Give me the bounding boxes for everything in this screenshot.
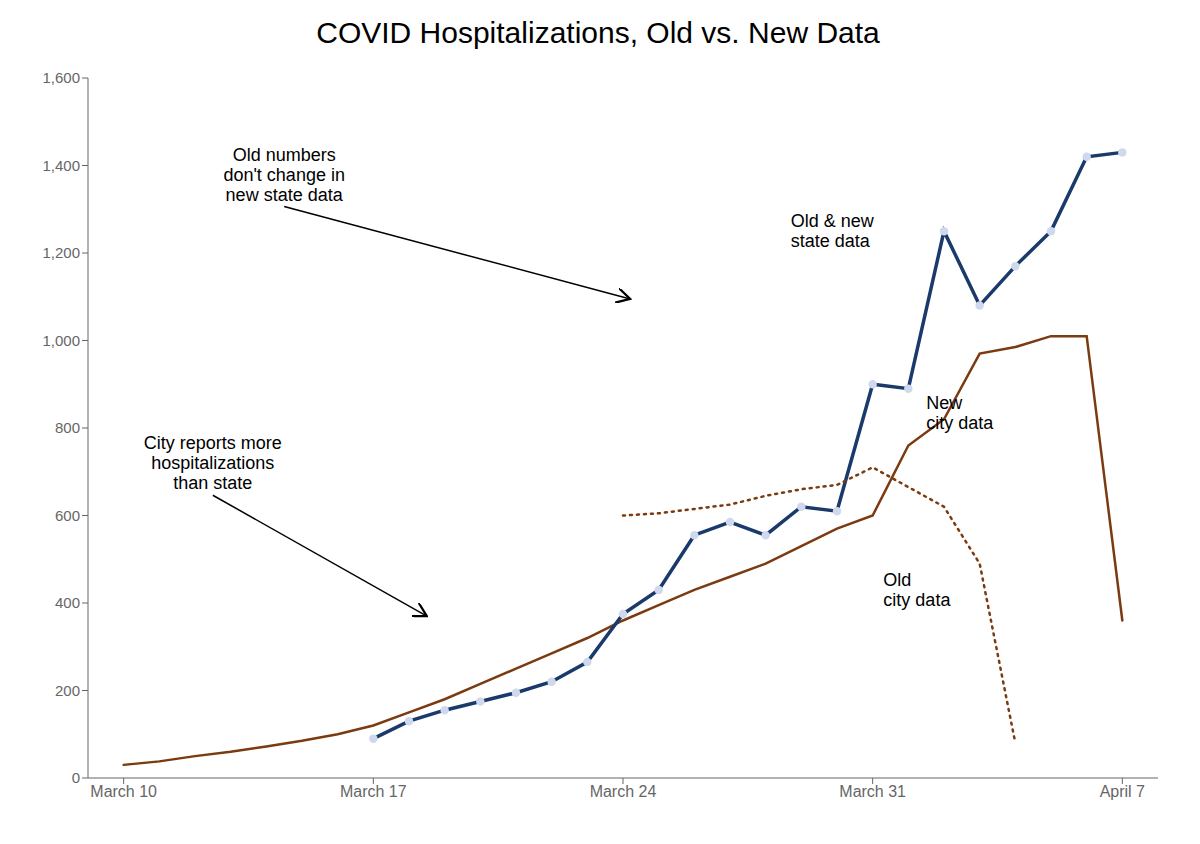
svg-text:400: 400: [55, 594, 80, 611]
svg-text:1,600: 1,600: [42, 69, 80, 86]
svg-text:Oldcity data: Oldcity data: [883, 570, 951, 610]
svg-text:0: 0: [72, 769, 80, 786]
svg-text:1,000: 1,000: [42, 332, 80, 349]
svg-text:1,400: 1,400: [42, 157, 80, 174]
svg-text:600: 600: [55, 507, 80, 524]
svg-text:March 10: March 10: [90, 783, 157, 800]
svg-text:800: 800: [55, 419, 80, 436]
svg-text:200: 200: [55, 682, 80, 699]
svg-text:City reports morehospitalizati: City reports morehospitalizationsthan st…: [144, 433, 282, 493]
svg-text:March 31: March 31: [839, 783, 906, 800]
svg-text:April 7: April 7: [1100, 783, 1145, 800]
svg-text:March 24: March 24: [590, 783, 657, 800]
html-text:COVID Hospitalizations, Old vs: COVID Hospitalizations, Old vs. New Data: [316, 16, 880, 49]
svg-text:1,200: 1,200: [42, 244, 80, 261]
svg-text:Newcity data: Newcity data: [926, 393, 994, 433]
svg-text:March 17: March 17: [340, 783, 407, 800]
svg-text:Old & newstate data: Old & newstate data: [791, 211, 875, 251]
svg-text:Old numbersdon't change innew: Old numbersdon't change innew state data: [223, 145, 345, 205]
